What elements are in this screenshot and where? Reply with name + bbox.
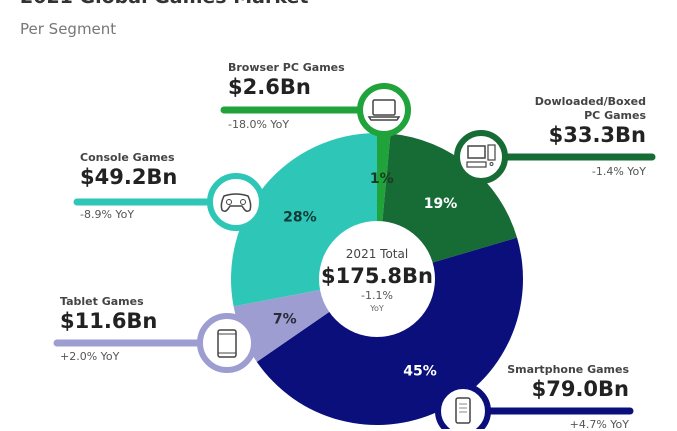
smartphone-yoy: +4.7% YoY bbox=[569, 418, 629, 431]
console-yoy: -8.9% YoY bbox=[80, 208, 135, 221]
pie-percent-label: 45% bbox=[403, 363, 437, 379]
pie-percent-label: 28% bbox=[283, 209, 317, 225]
smartphone-icon bbox=[435, 383, 491, 429]
tablet-value: $11.6Bn bbox=[60, 309, 158, 333]
downloaded-value: $33.3Bn bbox=[548, 123, 646, 147]
console-callout: Console Games $49.2Bn bbox=[80, 151, 177, 189]
pie-percent-label: 7% bbox=[273, 312, 297, 328]
smartphone-category: Smartphone Games bbox=[507, 363, 629, 376]
pie-percent-label: 1% bbox=[370, 171, 394, 187]
tablet-category: Tablet Games bbox=[60, 295, 144, 308]
tablet-callout: Tablet Games $11.6Bn bbox=[60, 295, 157, 333]
center-total-change: -1.1% bbox=[361, 289, 393, 302]
browser-category: Browser PC Games bbox=[228, 61, 345, 74]
laptop-icon bbox=[357, 83, 411, 137]
chart-subtitle: Per Segment bbox=[20, 20, 117, 38]
center-total-label: 2021 Total bbox=[346, 247, 408, 261]
pie-percent-label: 19% bbox=[424, 196, 458, 212]
smartphone-value: $79.0Bn bbox=[531, 377, 629, 401]
center-total-value: $175.8Bn bbox=[321, 264, 433, 288]
chart-title: 2021 Global Games Market bbox=[20, 0, 308, 8]
smartphone-callout: Smartphone Games $79.0Bn bbox=[507, 363, 629, 401]
gamepad-icon bbox=[207, 173, 265, 231]
desktop-computer-icon bbox=[454, 130, 508, 184]
browser-yoy: -18.0% YoY bbox=[228, 118, 290, 131]
center-hole bbox=[319, 221, 435, 337]
tablet-icon bbox=[197, 313, 257, 373]
console-value: $49.2Bn bbox=[80, 165, 178, 189]
tablet-yoy: +2.0% YoY bbox=[60, 350, 120, 363]
downloaded-yoy: -1.4% YoY bbox=[591, 165, 646, 178]
downloaded-callout: Dowloaded/Boxed PC Games $33.3Bn bbox=[535, 95, 646, 147]
downloaded-category-line1: Dowloaded/Boxed bbox=[534, 95, 646, 108]
browser-callout: Browser PC Games $2.6Bn bbox=[228, 61, 345, 99]
center-total-change-unit: YoY bbox=[369, 304, 384, 313]
downloaded-category-line2: PC Games bbox=[584, 109, 646, 122]
console-category: Console Games bbox=[80, 151, 175, 164]
browser-value: $2.6Bn bbox=[228, 75, 311, 99]
